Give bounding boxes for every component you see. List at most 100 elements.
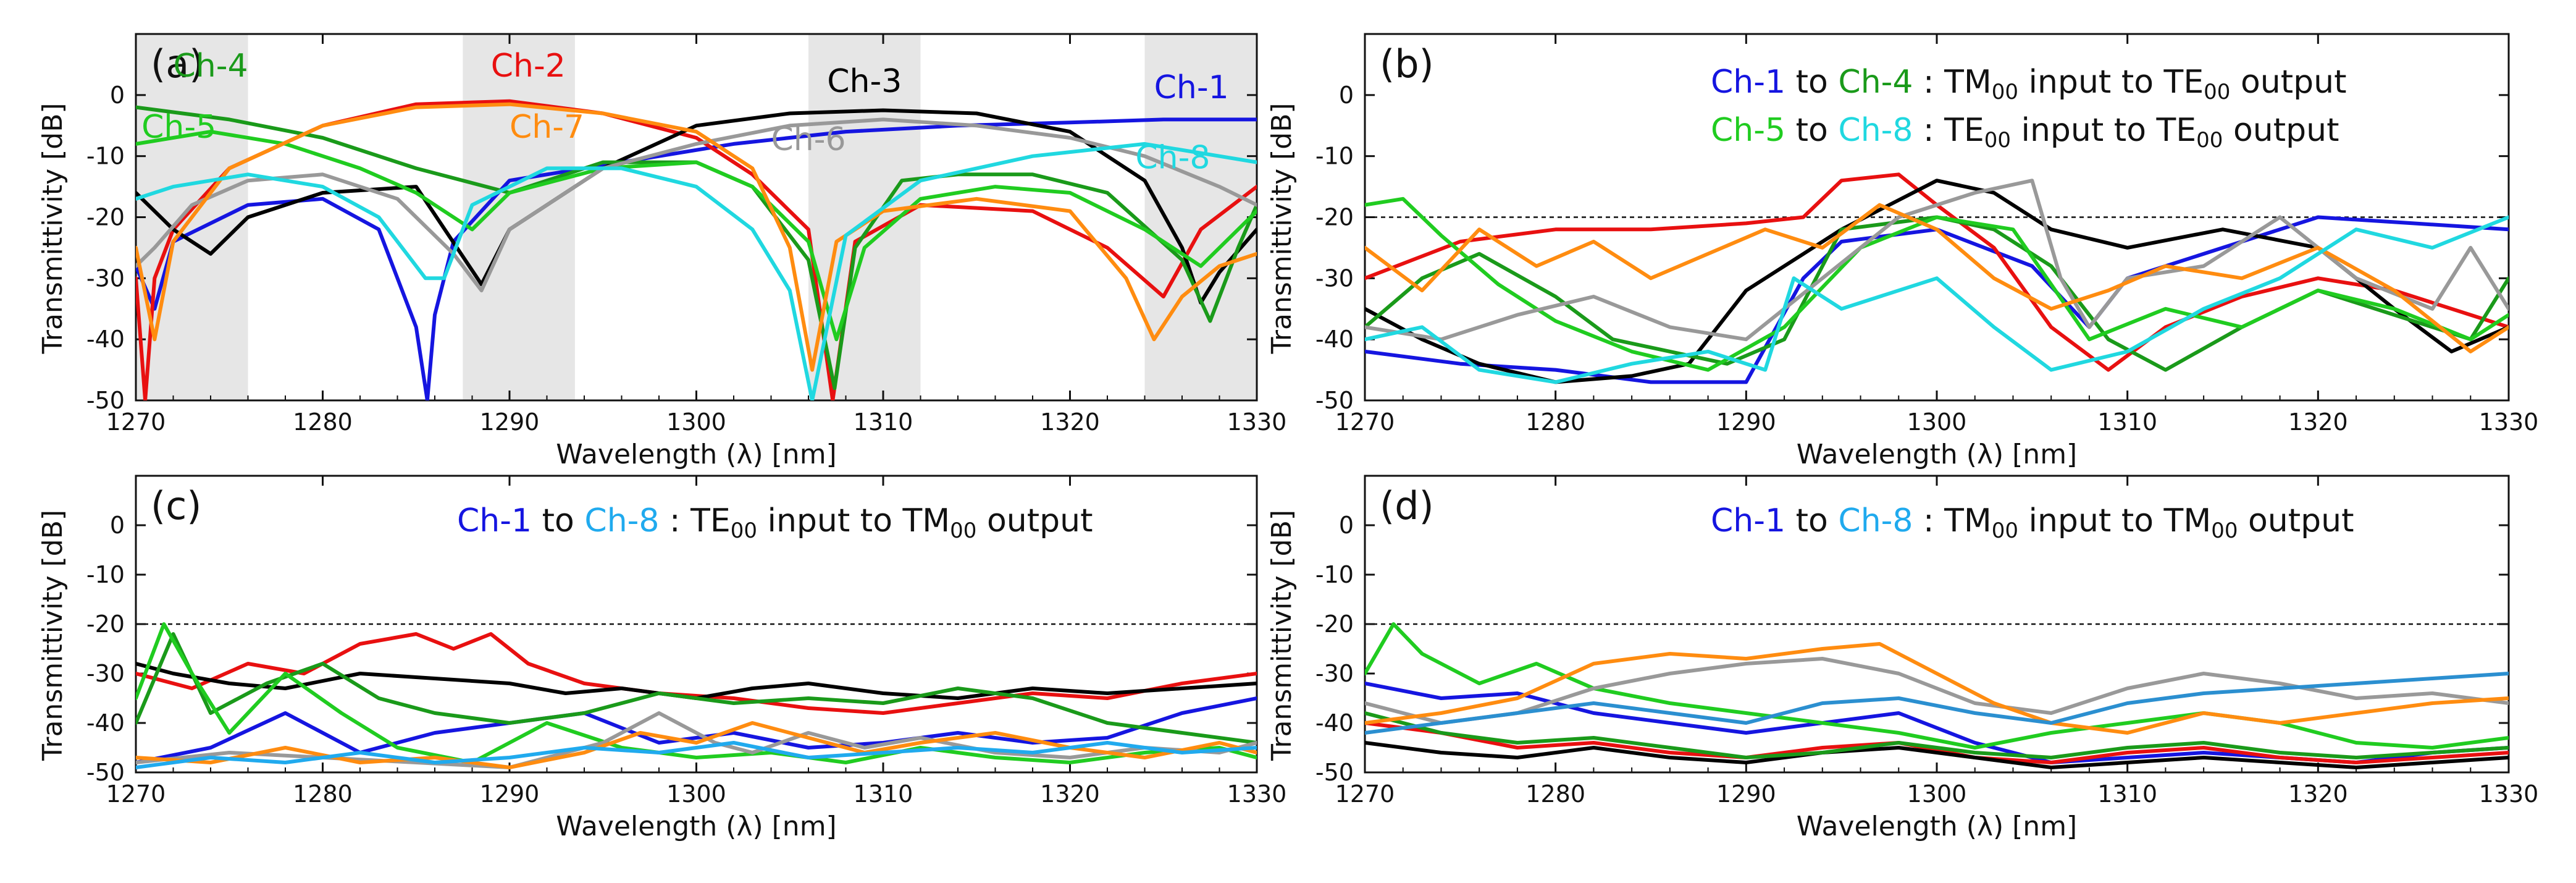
legend-text: Ch-1 — [1711, 64, 1785, 101]
legend-text: : TE — [660, 502, 731, 539]
y-tick-label: -20 — [86, 610, 125, 638]
subscript: 00 — [950, 518, 976, 543]
y-tick-label: -30 — [86, 264, 125, 292]
series-line-ch-2 — [1365, 172, 2509, 372]
y-tick-label: -20 — [1315, 204, 1354, 231]
y-tick-label: -30 — [1315, 660, 1354, 687]
legend-text: output — [976, 502, 1093, 539]
y-tick-label: -20 — [1315, 610, 1354, 638]
series-line-ch-6 — [136, 117, 1257, 293]
series-line-ch-7 — [1365, 642, 2509, 735]
x-tick-label: 1320 — [2288, 780, 2348, 808]
x-tick-label: 1280 — [1525, 780, 1585, 808]
y-axis-label: Transmittivity [dB] — [37, 510, 69, 761]
legend-text: Ch-1 — [1711, 502, 1785, 539]
legend-text: : TM — [1913, 64, 1992, 101]
legend-text: input to TE — [2018, 64, 2204, 101]
y-tick-label: -50 — [1315, 387, 1354, 414]
legend-text: : TM — [1913, 502, 1992, 539]
panel-c: 1270 1280 1290 1300 1310 1320 1330 0 -10 -20 -30 -4… — [37, 475, 1287, 842]
channel-label-ch-8: Ch-8 — [1135, 139, 1210, 176]
legend-text: to — [532, 502, 584, 539]
legend-entry: Ch-1 to Ch-8 : TM00 input to TM00 output — [1711, 502, 2354, 543]
panel-d: 1270 1280 1290 1300 1310 1320 1330 0 -10 -20 -30 -4… — [1266, 475, 2539, 842]
legend-text: Ch-4 — [1838, 64, 1913, 101]
legend-text: : TE — [1913, 112, 1984, 149]
series-line-ch-8 — [136, 741, 1257, 769]
y-tick-label: -40 — [86, 326, 125, 353]
series-line-ch-4 — [136, 632, 1257, 745]
y-tick-label: 0 — [1339, 512, 1354, 539]
x-tick-label: 1330 — [1227, 780, 1287, 808]
y-tick-label: -10 — [1315, 561, 1354, 588]
x-axis-label: Wavelength (λ) [nm] — [1797, 439, 2077, 470]
legend-entry: Ch-5 to Ch-8 : TE00 input to TE00 output — [1711, 112, 2339, 153]
x-tick-label: 1330 — [2479, 408, 2539, 436]
subscript: 00 — [2204, 80, 2230, 104]
x-axis-label: Wavelength (λ) [nm] — [556, 439, 836, 470]
legend-text: to — [1785, 112, 1838, 149]
x-tick-label: 1270 — [106, 780, 166, 808]
y-tick-label: -40 — [86, 709, 125, 737]
x-axis-label: Wavelength (λ) [nm] — [1797, 811, 2077, 842]
legend-text: input to TM — [757, 502, 950, 539]
series-line-ch-2 — [1365, 721, 2509, 764]
series-line-ch-8 — [1365, 672, 2509, 735]
x-tick-label: 1320 — [2288, 408, 2348, 436]
series-group — [1365, 622, 2509, 769]
series-line-ch-3 — [1365, 741, 2509, 769]
plot-frame — [135, 33, 1258, 402]
channel-label-ch-4: Ch-4 — [174, 48, 248, 85]
subscript: 00 — [1984, 128, 2011, 153]
x-tick-label: 1310 — [2097, 780, 2157, 808]
legend-text: output — [2223, 112, 2339, 149]
channel-label-ch-6: Ch-6 — [771, 121, 846, 158]
x-axis-label: Wavelength (λ) [nm] — [556, 811, 836, 842]
channel-label-ch-5: Ch-5 — [141, 109, 216, 146]
series-line-ch-1 — [136, 696, 1257, 764]
x-tick-label: 1320 — [1040, 408, 1100, 436]
x-tick-label: 1300 — [1907, 780, 1967, 808]
x-tick-label: 1290 — [1716, 408, 1776, 436]
series-line-ch-5 — [136, 130, 1257, 342]
x-tick-label: 1310 — [854, 408, 913, 436]
subscript: 00 — [2211, 518, 2238, 543]
subscript: 00 — [1992, 80, 2018, 104]
series-line-ch-3 — [136, 108, 1257, 305]
panel-b: 1270 1280 1290 1300 1310 1320 1330 0 -10 -20 -30 -4… — [1266, 33, 2539, 470]
x-tick-label: 1270 — [1335, 780, 1395, 808]
y-tick-label: -30 — [1315, 264, 1354, 292]
subscript: 00 — [2196, 128, 2223, 153]
legend-text: output — [2238, 502, 2354, 539]
y-axis-label: Transmittivity [dB] — [37, 103, 69, 354]
x-tick-label: 1310 — [2097, 408, 2157, 436]
legend-text: Ch-1 — [457, 502, 532, 539]
channel-label-ch-1: Ch-1 — [1154, 69, 1229, 106]
x-tick-label: 1280 — [1525, 408, 1585, 436]
series-line-ch-5 — [1365, 622, 2509, 750]
x-tick-label: 1300 — [1907, 408, 1967, 436]
y-tick-label: -50 — [86, 387, 125, 414]
subscript: 00 — [1992, 518, 2018, 543]
panel-label: (a) — [151, 41, 204, 87]
x-tick-label: 1280 — [293, 408, 353, 436]
x-tick-label: 1280 — [293, 780, 353, 808]
y-tick-label: 0 — [110, 512, 125, 539]
x-tick-label: 1320 — [1040, 780, 1100, 808]
series-group — [136, 99, 1257, 400]
x-tick-label: 1290 — [480, 780, 540, 808]
channel-label-ch-3: Ch-3 — [827, 63, 902, 100]
y-tick-label: -40 — [1315, 326, 1354, 353]
x-tick-label: 1330 — [1227, 408, 1287, 436]
series-line-ch-7 — [136, 721, 1257, 769]
series-line-ch-5 — [1365, 196, 2509, 372]
x-tick-label: 1290 — [480, 408, 540, 436]
y-tick-label: -10 — [86, 143, 125, 170]
shaded-band-2 — [463, 34, 575, 400]
x-tick-label: 1300 — [666, 408, 726, 436]
y-tick-label: -50 — [86, 759, 125, 786]
y-tick-label: -10 — [86, 561, 125, 588]
x-tick-label: 1330 — [2479, 780, 2539, 808]
channel-label-ch-2: Ch-2 — [491, 48, 566, 85]
panel-label: (c) — [151, 483, 201, 528]
